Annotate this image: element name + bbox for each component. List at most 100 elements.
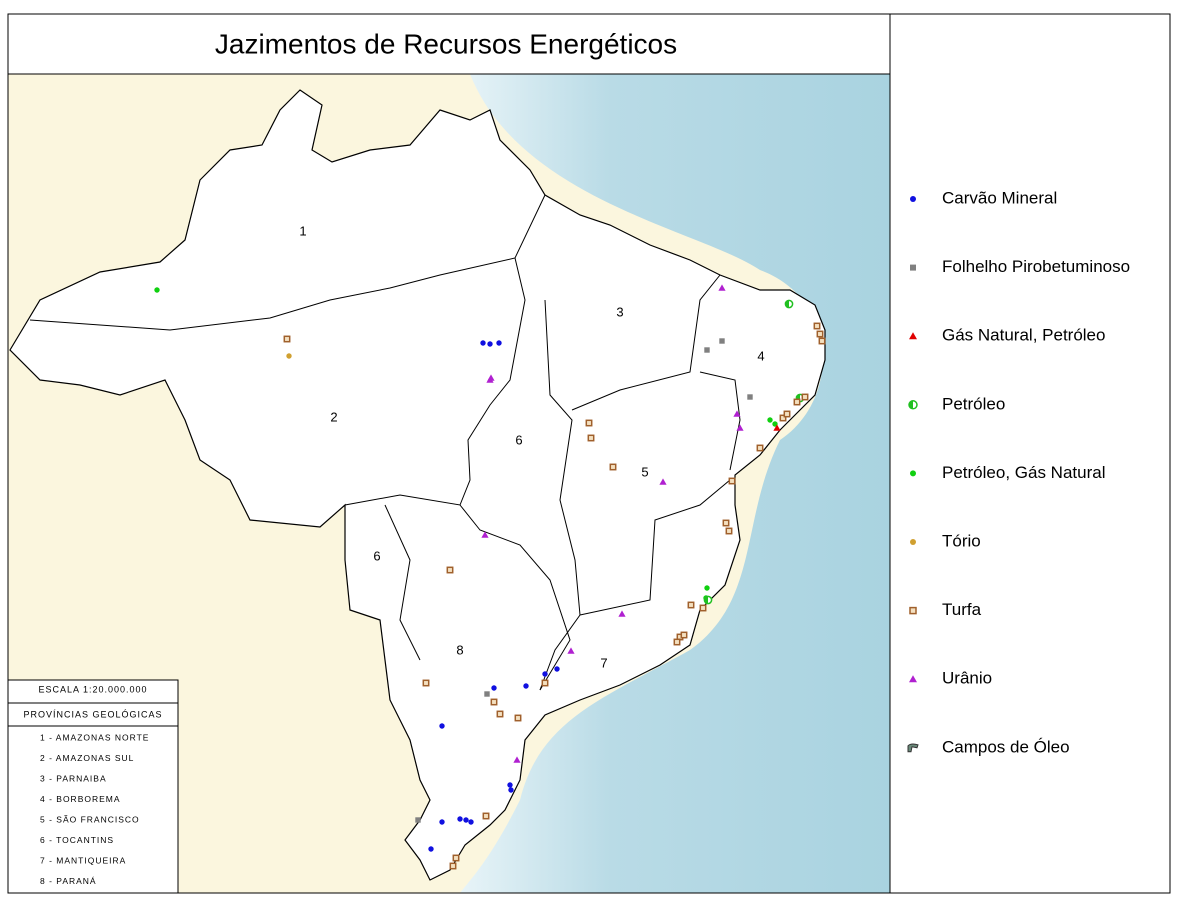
- coal-marker: [910, 196, 916, 202]
- province-item: 1 - AMAZONAS NORTE: [40, 732, 149, 742]
- province-labels: 1 2 3 4 5 6 6 7 8: [299, 223, 764, 670]
- country-outline: [9, 89, 826, 881]
- province-label: 2: [330, 409, 337, 424]
- peat-marker: [909, 606, 917, 615]
- title-box: [7, 13, 891, 75]
- peat-marker: [446, 566, 454, 574]
- coal-marker: [487, 341, 493, 347]
- peat-marker: [818, 337, 826, 345]
- coal-marker: [554, 666, 560, 672]
- peat-marker: [422, 679, 430, 687]
- peat-marker: [482, 812, 490, 820]
- uranium-marker: [618, 610, 626, 617]
- peat-marker: [587, 434, 595, 442]
- coal-marker: [428, 846, 434, 852]
- province-item: 2 - AMAZONAS SUL: [40, 753, 134, 763]
- province-label: 5: [641, 464, 648, 479]
- legend-label: Turfa: [942, 600, 982, 619]
- province-item: 4 - BORBOREMA: [40, 794, 121, 804]
- peat-marker: [722, 519, 730, 527]
- province-borders: [29, 194, 741, 691]
- coal-marker: [463, 817, 469, 823]
- shale-marker: [719, 338, 725, 344]
- shale-marker: [704, 347, 710, 353]
- uranium-marker: [513, 756, 521, 763]
- ocean: [460, 74, 890, 893]
- province-item: 8 - PARANÁ: [40, 876, 97, 886]
- uranium-marker: [659, 478, 667, 485]
- oil-marker: [908, 400, 918, 410]
- legend-panel: [889, 13, 1171, 894]
- peat-marker: [816, 330, 824, 338]
- provinces-title: PROVÍNCIAS GEOLÓGICAS: [23, 709, 162, 719]
- scale-box: [7, 679, 179, 894]
- coal-marker: [496, 340, 502, 346]
- province-label: 7: [600, 655, 607, 670]
- oil-marker-half: [909, 400, 913, 409]
- markers: [154, 284, 826, 870]
- shale-marker: [910, 264, 916, 271]
- uranium-marker: [481, 531, 489, 538]
- province-label: 8: [456, 642, 463, 657]
- coal-marker: [439, 723, 445, 729]
- coal-marker: [468, 819, 474, 825]
- peat-marker: [609, 463, 617, 471]
- peat-marker: [452, 854, 460, 862]
- uranium-marker: [487, 374, 495, 381]
- peat-marker: [779, 414, 787, 422]
- province-item: 3 - PARNAIBA: [40, 773, 107, 783]
- peat-marker: [793, 398, 801, 406]
- oil-marker: [784, 299, 794, 309]
- coal-marker: [439, 819, 445, 825]
- oil-marker: [703, 595, 713, 605]
- province-label: 3: [616, 304, 623, 319]
- provinces-list: 1 - AMAZONAS NORTE 2 - AMAZONAS SUL 3 - PA…: [40, 732, 149, 886]
- province-item: 5 - SÃO FRANCISCO: [40, 814, 140, 824]
- peat-marker: [725, 527, 733, 535]
- peat-marker: [449, 862, 457, 870]
- title: Jazimentos de Recursos Energéticos: [215, 28, 677, 59]
- legend-label: Carvão Mineral: [942, 188, 1057, 207]
- shale-marker: [415, 817, 421, 823]
- oil-marker-half: [704, 596, 708, 604]
- shale-marker: [747, 394, 753, 400]
- peat-marker: [783, 410, 791, 418]
- province-item: 7 - MANTIQUEIRA: [40, 855, 126, 865]
- oil-gas-marker: [772, 421, 778, 427]
- peat-marker: [283, 335, 291, 343]
- legend-label: Urânio: [942, 669, 992, 688]
- oil-field-marker: [907, 743, 919, 753]
- peat-marker: [673, 638, 681, 646]
- province-label: 6: [515, 432, 522, 447]
- peat-marker: [687, 601, 695, 609]
- peat-marker: [801, 393, 809, 401]
- peat-marker: [756, 444, 764, 452]
- gas-marker: [909, 332, 917, 340]
- legend-label: Gás Natural, Petróleo: [942, 326, 1105, 345]
- province-label: 4: [757, 348, 764, 363]
- legend-label: Campos de Óleo: [942, 737, 1070, 756]
- oil-gas-marker: [767, 417, 773, 423]
- coal-marker: [542, 671, 548, 677]
- coal-marker: [491, 685, 497, 691]
- peat-marker: [728, 477, 736, 485]
- peat-marker: [699, 604, 707, 612]
- peat-marker: [514, 714, 522, 722]
- scale-text: ESCALA 1:20.000.000: [38, 684, 147, 694]
- peat-marker: [541, 679, 549, 687]
- oil-marker-half: [785, 300, 789, 308]
- peat-marker: [585, 419, 593, 427]
- oil-gas-marker: [910, 470, 916, 477]
- shale-marker: [484, 691, 490, 697]
- gas-marker: [773, 424, 781, 431]
- legend-label: Petróleo: [942, 394, 1005, 413]
- uranium-marker: [567, 647, 575, 654]
- peat-marker: [680, 631, 688, 639]
- oil-gas-marker: [704, 585, 710, 591]
- province-label: 1: [299, 223, 306, 238]
- peat-marker: [496, 710, 504, 718]
- uranium-marker: [909, 675, 917, 683]
- coal-marker: [507, 782, 513, 788]
- legend-label: Petróleo, Gás Natural: [942, 463, 1105, 482]
